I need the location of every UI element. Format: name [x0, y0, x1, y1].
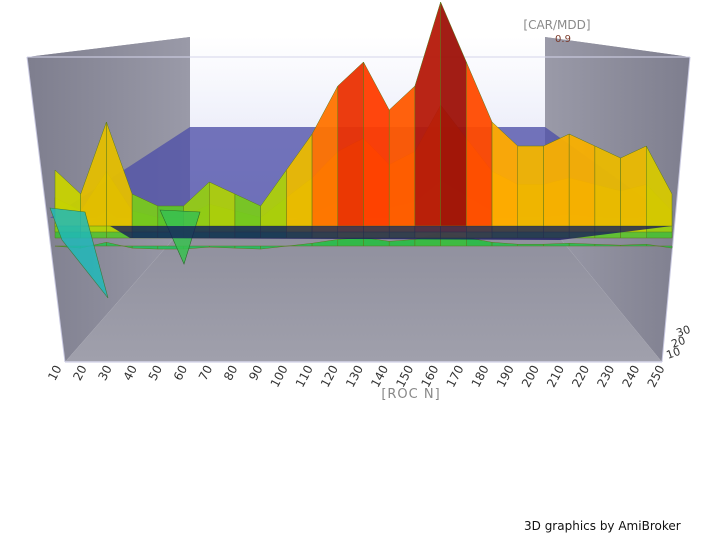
surface-cell: [388, 85, 416, 227]
depth-tick-label: 30: [675, 323, 693, 340]
x-tick-label: 100: [268, 363, 291, 390]
x-tick-label: 80: [221, 363, 241, 383]
x-tick-label: 70: [196, 363, 216, 383]
z-axis-value: 0.9: [555, 34, 571, 45]
x-tick-label: 230: [594, 363, 617, 390]
surface-cell: [414, 1, 441, 227]
surface-cell: [517, 145, 544, 227]
floor: [65, 220, 662, 362]
surface-cell: [620, 145, 647, 227]
x-tick-label: 110: [293, 363, 316, 390]
surface-cell: [49, 207, 109, 299]
x-tick-labels: 10 20 30 40 50 60 70 80 90 100 110 120 130 140 150 160 1…: [45, 363, 668, 390]
x-tick-label: 170: [444, 363, 467, 390]
x-tick-label: 60: [171, 363, 191, 383]
depth-tick-label: 20: [670, 334, 688, 351]
credit-text: 3D graphics by AmiBroker: [524, 519, 681, 533]
x-tick-label: 120: [318, 363, 341, 390]
surface-cell: [543, 133, 570, 227]
x-tick-label: 90: [246, 363, 266, 383]
surface-cell: [568, 133, 596, 227]
x-tick-label: 30: [95, 363, 115, 383]
depth-tick-label: 10: [665, 345, 683, 362]
surface-cell: [440, 1, 467, 227]
left-wall-edge: [26, 56, 66, 363]
x-tick-label: 160: [418, 363, 441, 390]
x-tick-label: 250: [645, 363, 668, 390]
right-wall-edge: [661, 56, 691, 363]
surface-cell: [646, 243, 673, 249]
x-tick-label: 10: [45, 363, 65, 383]
surface-cell: [517, 243, 544, 247]
x-tick-label: 220: [569, 363, 592, 390]
x-tick-label: 200: [519, 363, 542, 390]
x-tick-label: 150: [393, 363, 416, 390]
x-tick-label: 240: [619, 363, 642, 390]
surface-cell: [337, 61, 364, 227]
x-tick-label: 140: [368, 363, 391, 390]
z-axis-label: [CAR/MDD]: [523, 18, 590, 32]
x-tick-label: 190: [494, 363, 517, 390]
surface-shadow: [110, 226, 672, 240]
x-tick-label: 180: [469, 363, 492, 390]
surface: [49, 1, 673, 299]
x-tick-label: 50: [146, 363, 166, 383]
x-tick-label: 40: [120, 363, 140, 383]
x-tick-label: 210: [544, 363, 567, 390]
x-tick-label: 130: [343, 363, 366, 390]
x-axis-label: [ROC N]: [381, 387, 440, 402]
x-tick-label: 20: [70, 363, 90, 383]
surface-cell: [594, 145, 621, 227]
